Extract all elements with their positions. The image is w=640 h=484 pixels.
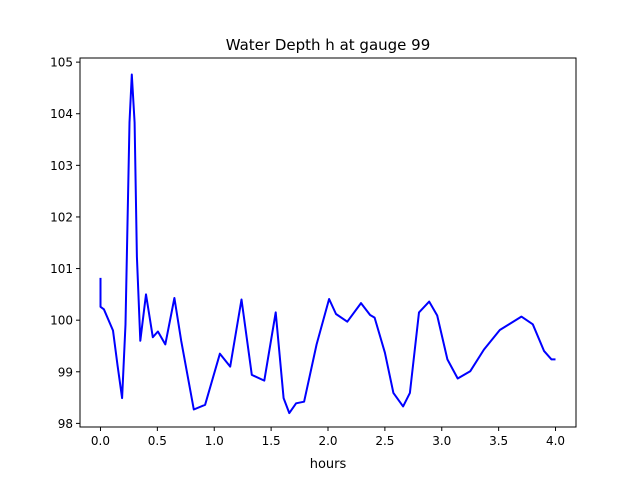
- x-tick-label: 0.5: [148, 434, 167, 448]
- x-tick-label: 2.0: [318, 434, 337, 448]
- x-tick-label: 4.0: [546, 434, 565, 448]
- y-tick-label: 104: [50, 107, 73, 121]
- x-tick-label: 0.0: [91, 434, 110, 448]
- y-tick-label: 103: [50, 159, 73, 173]
- x-tick-label: 1.5: [262, 434, 281, 448]
- y-tick-label: 100: [50, 314, 73, 328]
- y-tick-label: 102: [50, 210, 73, 224]
- series-line-h: [99, 73, 556, 415]
- x-tick-label: 1.0: [205, 434, 224, 448]
- y-tick-label: 105: [50, 56, 73, 70]
- y-tick-label: 99: [58, 365, 73, 379]
- x-tick-label: 2.5: [375, 434, 394, 448]
- x-axis-label: hours: [310, 457, 347, 472]
- x-tick-label: 3.0: [432, 434, 451, 448]
- x-tick-label: 3.5: [489, 434, 508, 448]
- chart-title: Water Depth h at gauge 99: [226, 36, 431, 54]
- y-tick-label: 101: [50, 262, 73, 276]
- y-tick-label: 98: [58, 417, 73, 431]
- axes-frame: [79, 57, 577, 428]
